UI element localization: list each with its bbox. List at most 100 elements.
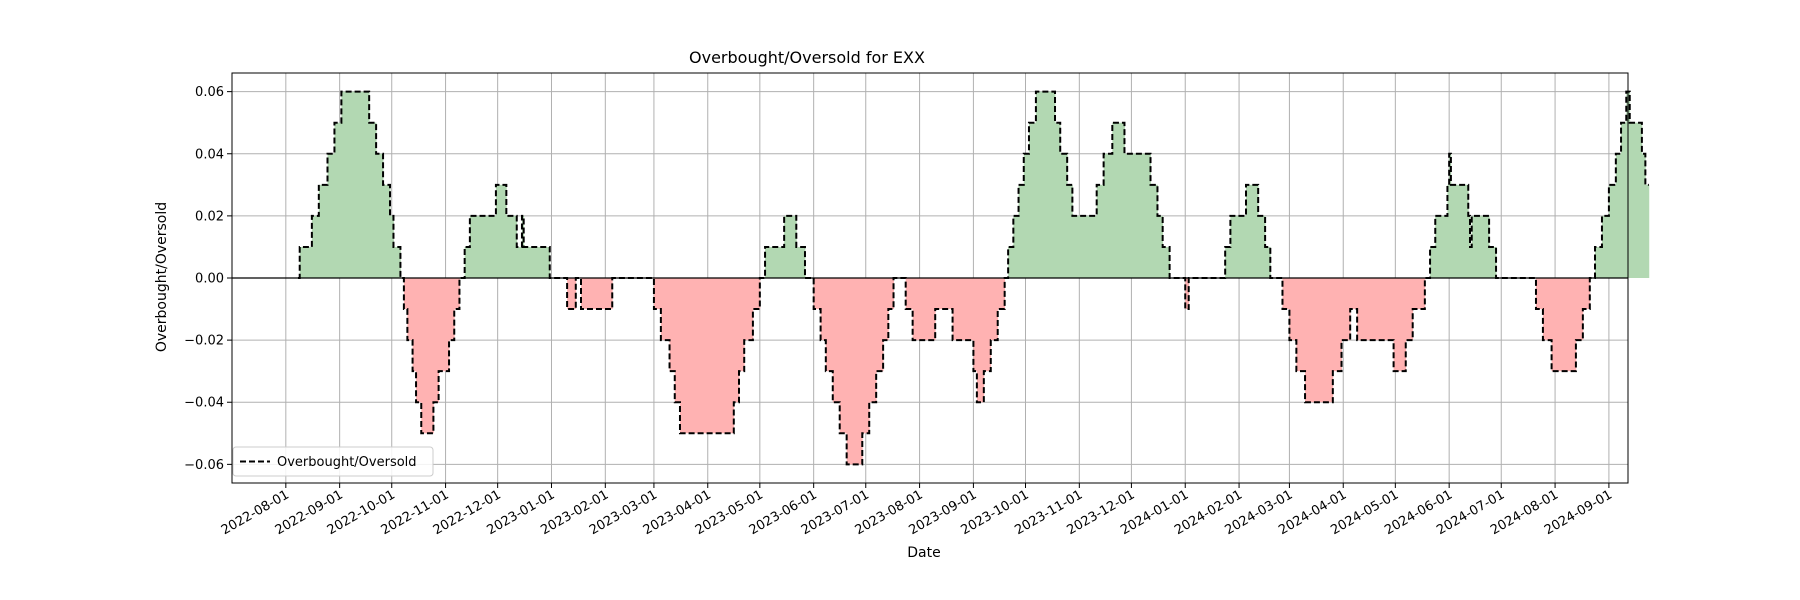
overbought-area: [1067, 184, 1073, 278]
y-axis-label: Overbought/Oversold: [154, 202, 170, 352]
oversold-area: [1582, 278, 1591, 310]
oversold-area: [433, 278, 440, 403]
overbought-area: [1124, 153, 1151, 278]
overbought-area: [1265, 246, 1271, 278]
series-line-overbought-oversold: [297, 90, 1649, 466]
oversold-area: [997, 278, 1006, 310]
oversold-area: [846, 278, 863, 465]
overbought-area: [1112, 122, 1125, 279]
oversold-area: [862, 278, 870, 434]
series-lines: [297, 90, 1649, 466]
overbought-area: [1469, 246, 1473, 278]
oversold-area: [1357, 278, 1394, 341]
overbought-area: [1225, 246, 1231, 278]
overbought-area: [1601, 215, 1610, 278]
oversold-area: [679, 278, 735, 434]
overbought-area: [1072, 215, 1098, 278]
oversold-area: [1575, 278, 1584, 341]
overbought-area: [369, 122, 377, 279]
oversold-area: [660, 278, 670, 341]
overbought-area: [523, 246, 551, 278]
oversold-area: [752, 278, 761, 310]
overbought-area: [334, 122, 342, 279]
overbought-area: [1621, 122, 1627, 279]
overbought-area: [1641, 153, 1646, 278]
oversold-area: [1341, 278, 1351, 341]
oversold-area: [449, 278, 455, 341]
oversold-area: [888, 278, 894, 310]
oversold-area: [813, 278, 822, 310]
overbought-area: [1060, 153, 1068, 278]
overbought-area: [1055, 122, 1061, 279]
oversold-area: [912, 278, 936, 341]
overbought-area: [1258, 215, 1266, 278]
overbought-area: [1450, 184, 1469, 278]
overbought-area: [1162, 246, 1171, 278]
legend-label: Overbought/Oversold: [277, 455, 417, 470]
overbought-area: [1435, 215, 1448, 278]
y-axis-ticks: −0.06 −0.04 −0.02 0.00 0.02 0.04 0.06: [184, 85, 232, 473]
oversold-area: [1542, 278, 1553, 341]
overbought-area: [495, 184, 507, 278]
overbought-area: [311, 215, 320, 278]
oversold-area: [653, 278, 662, 310]
oversold-area: [976, 278, 985, 403]
overbought-area: [393, 246, 401, 278]
oversold-area: [454, 278, 460, 310]
oversold-area: [973, 278, 978, 372]
oversold-area: [674, 278, 681, 403]
legend-box: [232, 446, 434, 477]
y-tick-label: 0.04: [195, 147, 224, 162]
oversold-area: [905, 278, 914, 310]
oversold-area: [1296, 278, 1306, 372]
oversold-area: [1332, 278, 1342, 372]
overbought-area: [1645, 184, 1650, 278]
oversold-area: [876, 278, 884, 372]
oversold-area: [739, 278, 745, 372]
overbought-area: [341, 91, 370, 279]
oversold-area: [839, 278, 848, 434]
overbought-area: [784, 215, 797, 278]
oversold-area: [1535, 278, 1544, 310]
y-tick-label: −0.04: [184, 396, 224, 411]
overbought-area: [327, 153, 335, 278]
oversold-area: [421, 278, 434, 434]
y-tick-label: 0.00: [195, 272, 224, 287]
oversold-area: [869, 278, 877, 403]
overbought-area: [1096, 184, 1105, 278]
overbought-area: [1489, 246, 1497, 278]
overbought-area: [1447, 184, 1450, 278]
overbought-area: [1008, 246, 1014, 278]
x-axis-label: Date: [907, 545, 940, 561]
overbought-area: [383, 184, 391, 278]
oversold-area: [744, 278, 754, 341]
overbought-area: [1449, 153, 1452, 278]
oversold-area: [883, 278, 889, 341]
oversold-area: [1185, 278, 1190, 310]
overbought-area: [1430, 246, 1436, 278]
overbought-area: [469, 215, 497, 278]
oversold-area: [1551, 278, 1577, 372]
oversold-area: [581, 278, 613, 310]
oversold-area: [407, 278, 413, 341]
oversold-area: [825, 278, 834, 372]
y-tick-label: −0.06: [184, 458, 224, 473]
area-fills: [299, 91, 1650, 465]
overbought-area: [1615, 153, 1622, 278]
oversold-area: [832, 278, 841, 403]
oversold-area: [1350, 278, 1358, 310]
overbought-area: [1018, 184, 1025, 278]
overbought-area: [765, 246, 785, 278]
y-tick-label: 0.02: [195, 209, 224, 224]
overbought-area: [1471, 215, 1490, 278]
overbought-area: [1035, 91, 1056, 279]
overbought-area: [390, 215, 394, 278]
overbought-area: [1013, 215, 1019, 278]
y-tick-label: −0.02: [184, 334, 224, 349]
oversold-area: [567, 278, 577, 310]
oversold-area: [990, 278, 999, 341]
overbought-area: [796, 246, 806, 278]
oversold-area: [1305, 278, 1334, 403]
overbought-area: [376, 153, 384, 278]
